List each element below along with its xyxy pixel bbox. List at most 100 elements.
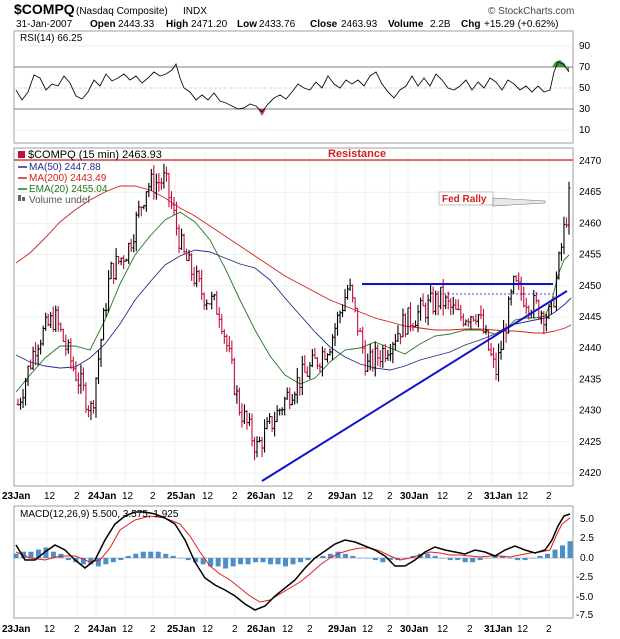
macd-hist-bar [215,558,221,567]
x-tick-label: 2 [232,624,238,635]
macd-hist-bar [65,558,71,561]
price-bars [16,163,571,461]
macd-tick: -5.0 [576,592,594,603]
macd-hist-bar [245,558,251,565]
x-tick-label: 2 [307,491,313,502]
x-tick-label: 12 [44,491,56,502]
macd-hist-bar [440,558,446,559]
trendline [261,290,568,482]
macd-hist-bar [455,558,461,561]
macd-hist-bar [88,558,94,565]
rsi-tick: 90 [579,41,591,52]
macd-tick: -7.5 [576,610,594,621]
x-tick-label: 26Jan [247,491,275,502]
x-tick-label: 12 [437,624,449,635]
rsi-ticks: 90 70 50 30 10 [579,41,591,136]
macd-line [15,511,571,611]
macd-hist-bar [342,553,348,558]
macd-hist-bar [462,558,468,563]
price-y-ticks: 2470 2465 2460 2455 2450 2445 2440 2435 2430 2425… [579,156,602,479]
x-tick-label: 2 [546,624,552,635]
x-tick-label: 12 [362,491,374,502]
macd-hist-bar [380,558,386,563]
macd-hist-bar [425,553,431,558]
macd-hist-bar [387,558,393,561]
macd-hist-bar [350,555,356,558]
x-tick-label: 26Jan [247,624,275,635]
x-tick-label: 23Jan [2,624,30,635]
macd-tick: 0.0 [580,553,594,564]
macd-hist-bar [357,558,363,559]
x-tick-label: 12 [202,624,214,635]
x-tick-label: 24Jan [88,624,116,635]
macd-hist-bar [200,558,206,565]
x-tick-label: 30Jan [400,491,428,502]
rsi-panel: RSI(14) 66.25 90 70 50 30 10 [13,30,591,144]
chg-label: Chg [461,19,480,30]
macd-label: MACD(12,26,9) 5.500, 3.575, 1.925 [20,509,179,520]
macd-hist-bar [28,551,34,558]
macd-hist-bar [320,555,326,558]
x-tick-label: 31Jan [484,491,512,502]
macd-hist-bar [402,558,408,559]
macd-hist-bar [327,553,333,558]
price-tick: 2440 [579,343,602,354]
macd-hist-bar [470,558,476,563]
macd-hist-bar [515,558,521,561]
x-tick-label: 12 [122,624,134,635]
macd-hist-bar [35,549,41,558]
macd-ticks: 5.0 2.5 0.0 -2.5 -5.0 -7.5 [576,514,594,621]
macd-hist-bar [522,558,528,561]
price-tick: 2455 [579,250,602,261]
x-tick-label: 23Jan [2,491,30,502]
x-tick-label: 12 [517,624,529,635]
macd-tick: 5.0 [580,514,594,525]
macd-hist-bar [185,558,191,561]
macd-hist-bar [567,541,573,558]
price-tick: 2460 [579,218,602,229]
macd-hist-bar [447,558,453,561]
price-tick: 2470 [579,156,602,167]
x-tick-label: 2 [546,491,552,502]
price-tick: 2465 [579,187,602,198]
rsi-line [15,61,570,113]
macd-hist-bar [253,558,259,563]
macd-tick: -2.5 [576,572,594,583]
x-tick-label: 12 [282,491,294,502]
macd-hist-bar [133,553,139,558]
rsi-tick: 70 [579,62,591,73]
macd-hist-bar [178,558,184,559]
macd-hist-bar [290,558,296,565]
resistance-label: Resistance [328,148,386,160]
x-tick-label: 12 [282,624,294,635]
macd-hist-bar [80,558,86,565]
macd-hist-bar [13,553,19,558]
ohlc-row: 31-Jan-2007 Open 2443.33 High 2471.20 Lo… [16,19,559,30]
x-tick-label: 24Jan [88,491,116,502]
macd-hist-bar [155,551,161,558]
high-label: High [166,19,188,30]
macd-hist-bar [148,551,154,558]
chg-value: +15.29 (+0.62%) [484,19,559,30]
x-tick-label: 12 [44,624,56,635]
macd-hist-bar [230,558,236,567]
x-tick-label: 30Jan [400,624,428,635]
macd-hist-bar [140,551,146,558]
macd-hist-bar [103,558,109,565]
legend-ema20: EMA(20) 2455.04 [29,184,108,195]
macd-hist-bar [193,558,199,563]
x-tick-label: 25Jan [167,491,195,502]
macd-hist-bar [537,555,543,558]
macd-hist-bar [95,558,101,567]
macd-hist-bar [238,558,244,565]
macd-hist-bar [297,558,303,563]
x-tick-label: 2 [387,491,393,502]
low-value: 2433.76 [259,19,296,30]
macd-hist-bar [118,558,124,561]
macd-hist-bar [110,558,116,563]
x-tick-label: 12 [122,491,134,502]
x-tick-label: 2 [150,491,156,502]
x-tick-label: 2 [232,491,238,502]
x-tick-label: 12 [437,491,449,502]
